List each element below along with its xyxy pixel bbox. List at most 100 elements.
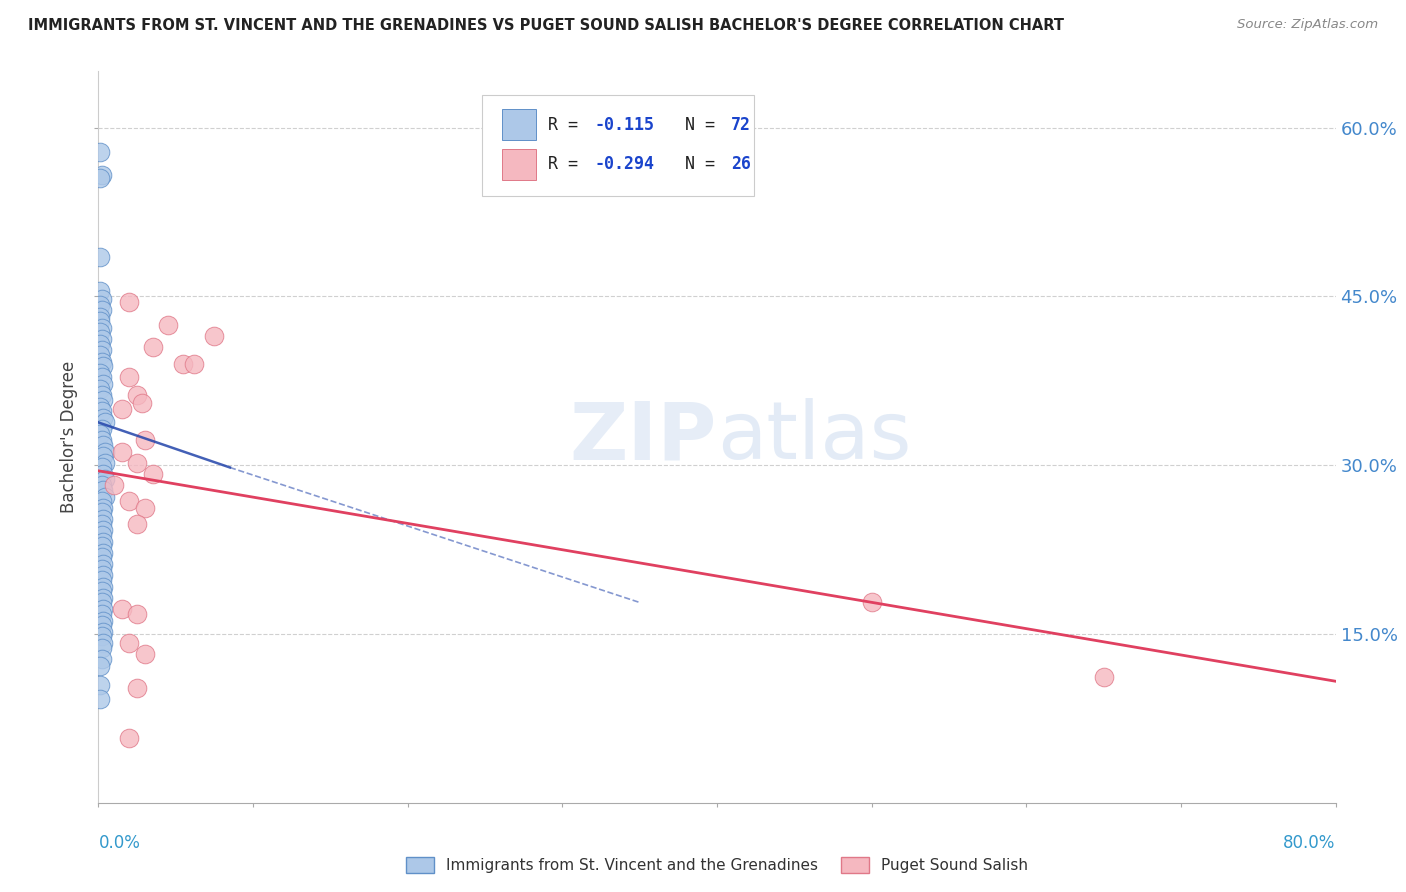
Point bbox=[157, 318, 180, 332]
Point bbox=[90, 292, 112, 306]
Point bbox=[127, 388, 149, 402]
Text: 72: 72 bbox=[731, 116, 751, 134]
Point bbox=[90, 539, 112, 553]
Point bbox=[90, 629, 112, 643]
Point bbox=[90, 168, 112, 182]
Point bbox=[93, 444, 115, 458]
Point bbox=[90, 478, 112, 492]
Point bbox=[89, 310, 111, 324]
Point bbox=[89, 692, 111, 706]
Point bbox=[91, 546, 114, 560]
Point bbox=[134, 500, 156, 515]
Point bbox=[142, 340, 165, 354]
Point bbox=[90, 652, 112, 666]
Point bbox=[90, 343, 112, 358]
Text: atlas: atlas bbox=[717, 398, 911, 476]
Text: -0.115: -0.115 bbox=[595, 116, 655, 134]
Point bbox=[142, 467, 165, 482]
Point bbox=[93, 472, 115, 486]
Point bbox=[90, 516, 112, 531]
Point bbox=[89, 284, 111, 298]
Point bbox=[90, 302, 112, 317]
Text: 80.0%: 80.0% bbox=[1284, 834, 1336, 852]
Point bbox=[89, 171, 111, 186]
Point bbox=[860, 595, 883, 609]
Point bbox=[90, 618, 112, 632]
Point bbox=[89, 298, 111, 312]
Point bbox=[173, 357, 195, 371]
Point bbox=[111, 444, 134, 458]
Point bbox=[89, 658, 111, 673]
Point bbox=[127, 681, 149, 695]
Point bbox=[204, 328, 226, 343]
Point bbox=[1092, 670, 1115, 684]
Point bbox=[89, 326, 111, 340]
Point bbox=[90, 388, 112, 402]
Text: 26: 26 bbox=[731, 155, 751, 173]
Point bbox=[90, 528, 112, 542]
Point bbox=[89, 314, 111, 328]
Point bbox=[89, 348, 111, 362]
Point bbox=[91, 602, 114, 616]
Point bbox=[91, 467, 114, 482]
Point bbox=[91, 377, 114, 392]
Point bbox=[183, 357, 205, 371]
Point bbox=[89, 250, 111, 264]
Point bbox=[118, 731, 141, 745]
Point bbox=[90, 506, 112, 520]
Text: N =: N = bbox=[665, 155, 725, 173]
Point bbox=[89, 400, 111, 414]
Point bbox=[91, 512, 114, 526]
Point bbox=[118, 494, 141, 508]
Point bbox=[90, 404, 112, 418]
FancyBboxPatch shape bbox=[482, 95, 754, 195]
Point bbox=[90, 640, 112, 655]
Y-axis label: Bachelor's Degree: Bachelor's Degree bbox=[60, 361, 79, 513]
Point bbox=[91, 580, 114, 594]
Text: R =: R = bbox=[547, 155, 588, 173]
Point bbox=[90, 434, 112, 448]
Point bbox=[91, 624, 114, 639]
Point bbox=[90, 584, 112, 599]
Point bbox=[118, 636, 141, 650]
Point bbox=[127, 456, 149, 470]
FancyBboxPatch shape bbox=[502, 110, 537, 140]
Point bbox=[91, 591, 114, 605]
Point bbox=[90, 550, 112, 565]
Text: -0.294: -0.294 bbox=[595, 155, 655, 173]
Point bbox=[90, 573, 112, 587]
Point bbox=[90, 321, 112, 335]
Point bbox=[91, 449, 114, 463]
Point bbox=[118, 370, 141, 384]
Point bbox=[91, 524, 114, 538]
Text: 0.0%: 0.0% bbox=[98, 834, 141, 852]
Point bbox=[127, 516, 149, 531]
Legend: Immigrants from St. Vincent and the Grenadines, Puget Sound Salish: Immigrants from St. Vincent and the Gren… bbox=[401, 851, 1033, 880]
Point bbox=[118, 295, 141, 310]
Point bbox=[134, 647, 156, 661]
Point bbox=[89, 426, 111, 441]
Point bbox=[91, 614, 114, 628]
Point bbox=[131, 396, 153, 410]
Point bbox=[90, 595, 112, 609]
Point bbox=[134, 434, 156, 448]
Point bbox=[90, 607, 112, 621]
Text: N =: N = bbox=[665, 116, 725, 134]
Point bbox=[91, 411, 114, 425]
Point bbox=[91, 392, 114, 407]
Point bbox=[103, 478, 125, 492]
FancyBboxPatch shape bbox=[502, 149, 537, 179]
Text: Source: ZipAtlas.com: Source: ZipAtlas.com bbox=[1237, 18, 1378, 31]
Point bbox=[89, 145, 111, 160]
Point bbox=[90, 562, 112, 576]
Point bbox=[91, 558, 114, 572]
Point bbox=[91, 568, 114, 582]
Point bbox=[90, 370, 112, 384]
Point bbox=[90, 494, 112, 508]
Point bbox=[91, 500, 114, 515]
Point bbox=[90, 332, 112, 346]
Text: IMMIGRANTS FROM ST. VINCENT AND THE GRENADINES VS PUGET SOUND SALISH BACHELOR'S : IMMIGRANTS FROM ST. VINCENT AND THE GREN… bbox=[28, 18, 1064, 33]
Point bbox=[91, 636, 114, 650]
Point bbox=[89, 336, 111, 351]
Point bbox=[127, 607, 149, 621]
